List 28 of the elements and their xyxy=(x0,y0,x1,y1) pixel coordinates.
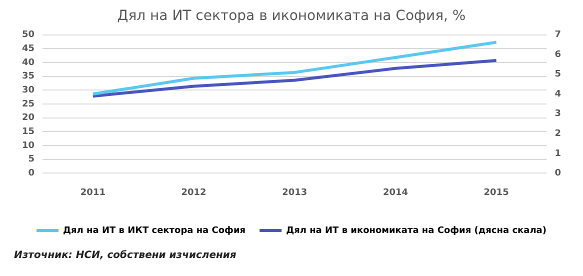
y2-tick-label: 7 xyxy=(554,30,562,40)
x-tick-label: 2015 xyxy=(484,188,509,198)
y-tick-label: 5 xyxy=(28,154,35,165)
y-tick-label: 10 xyxy=(22,140,35,151)
legend-label: Дял на ИТ в ИКТ сектора на София xyxy=(63,226,246,236)
y2-tick-label: 5 xyxy=(554,70,562,80)
y-tick-label: 50 xyxy=(22,30,35,40)
y2-tick-label: 4 xyxy=(554,89,562,100)
y-tick-label: 15 xyxy=(22,127,35,138)
y-tick-label: 45 xyxy=(22,44,35,54)
y-tick-label: 25 xyxy=(22,99,35,110)
y2-tick-label: 3 xyxy=(554,109,562,120)
y-tick-label: 30 xyxy=(22,86,35,96)
x-tick-label: 2011 xyxy=(80,188,106,198)
y-tick-label: 0 xyxy=(28,168,35,179)
y2-tick-label: 0 xyxy=(554,168,562,179)
y-tick-label: 40 xyxy=(22,58,35,68)
y-tick-label: 20 xyxy=(22,113,35,124)
chart-title: Дял на ИТ сектора в икономиката на София, % xyxy=(117,8,466,24)
x-tick-label: 2012 xyxy=(181,188,206,198)
y-tick-label: 35 xyxy=(22,72,35,82)
y2-tick-label: 6 xyxy=(554,50,562,60)
x-tick-label: 2013 xyxy=(282,188,308,198)
legend-label: Дял на ИТ в икономиката на София (дясна скала) xyxy=(286,226,546,236)
x-tick-label: 2014 xyxy=(382,188,408,198)
y2-tick-label: 1 xyxy=(554,148,562,159)
text: Източник: НСИ, собствени изчисления xyxy=(14,250,236,261)
y2-tick-label: 2 xyxy=(554,129,562,139)
